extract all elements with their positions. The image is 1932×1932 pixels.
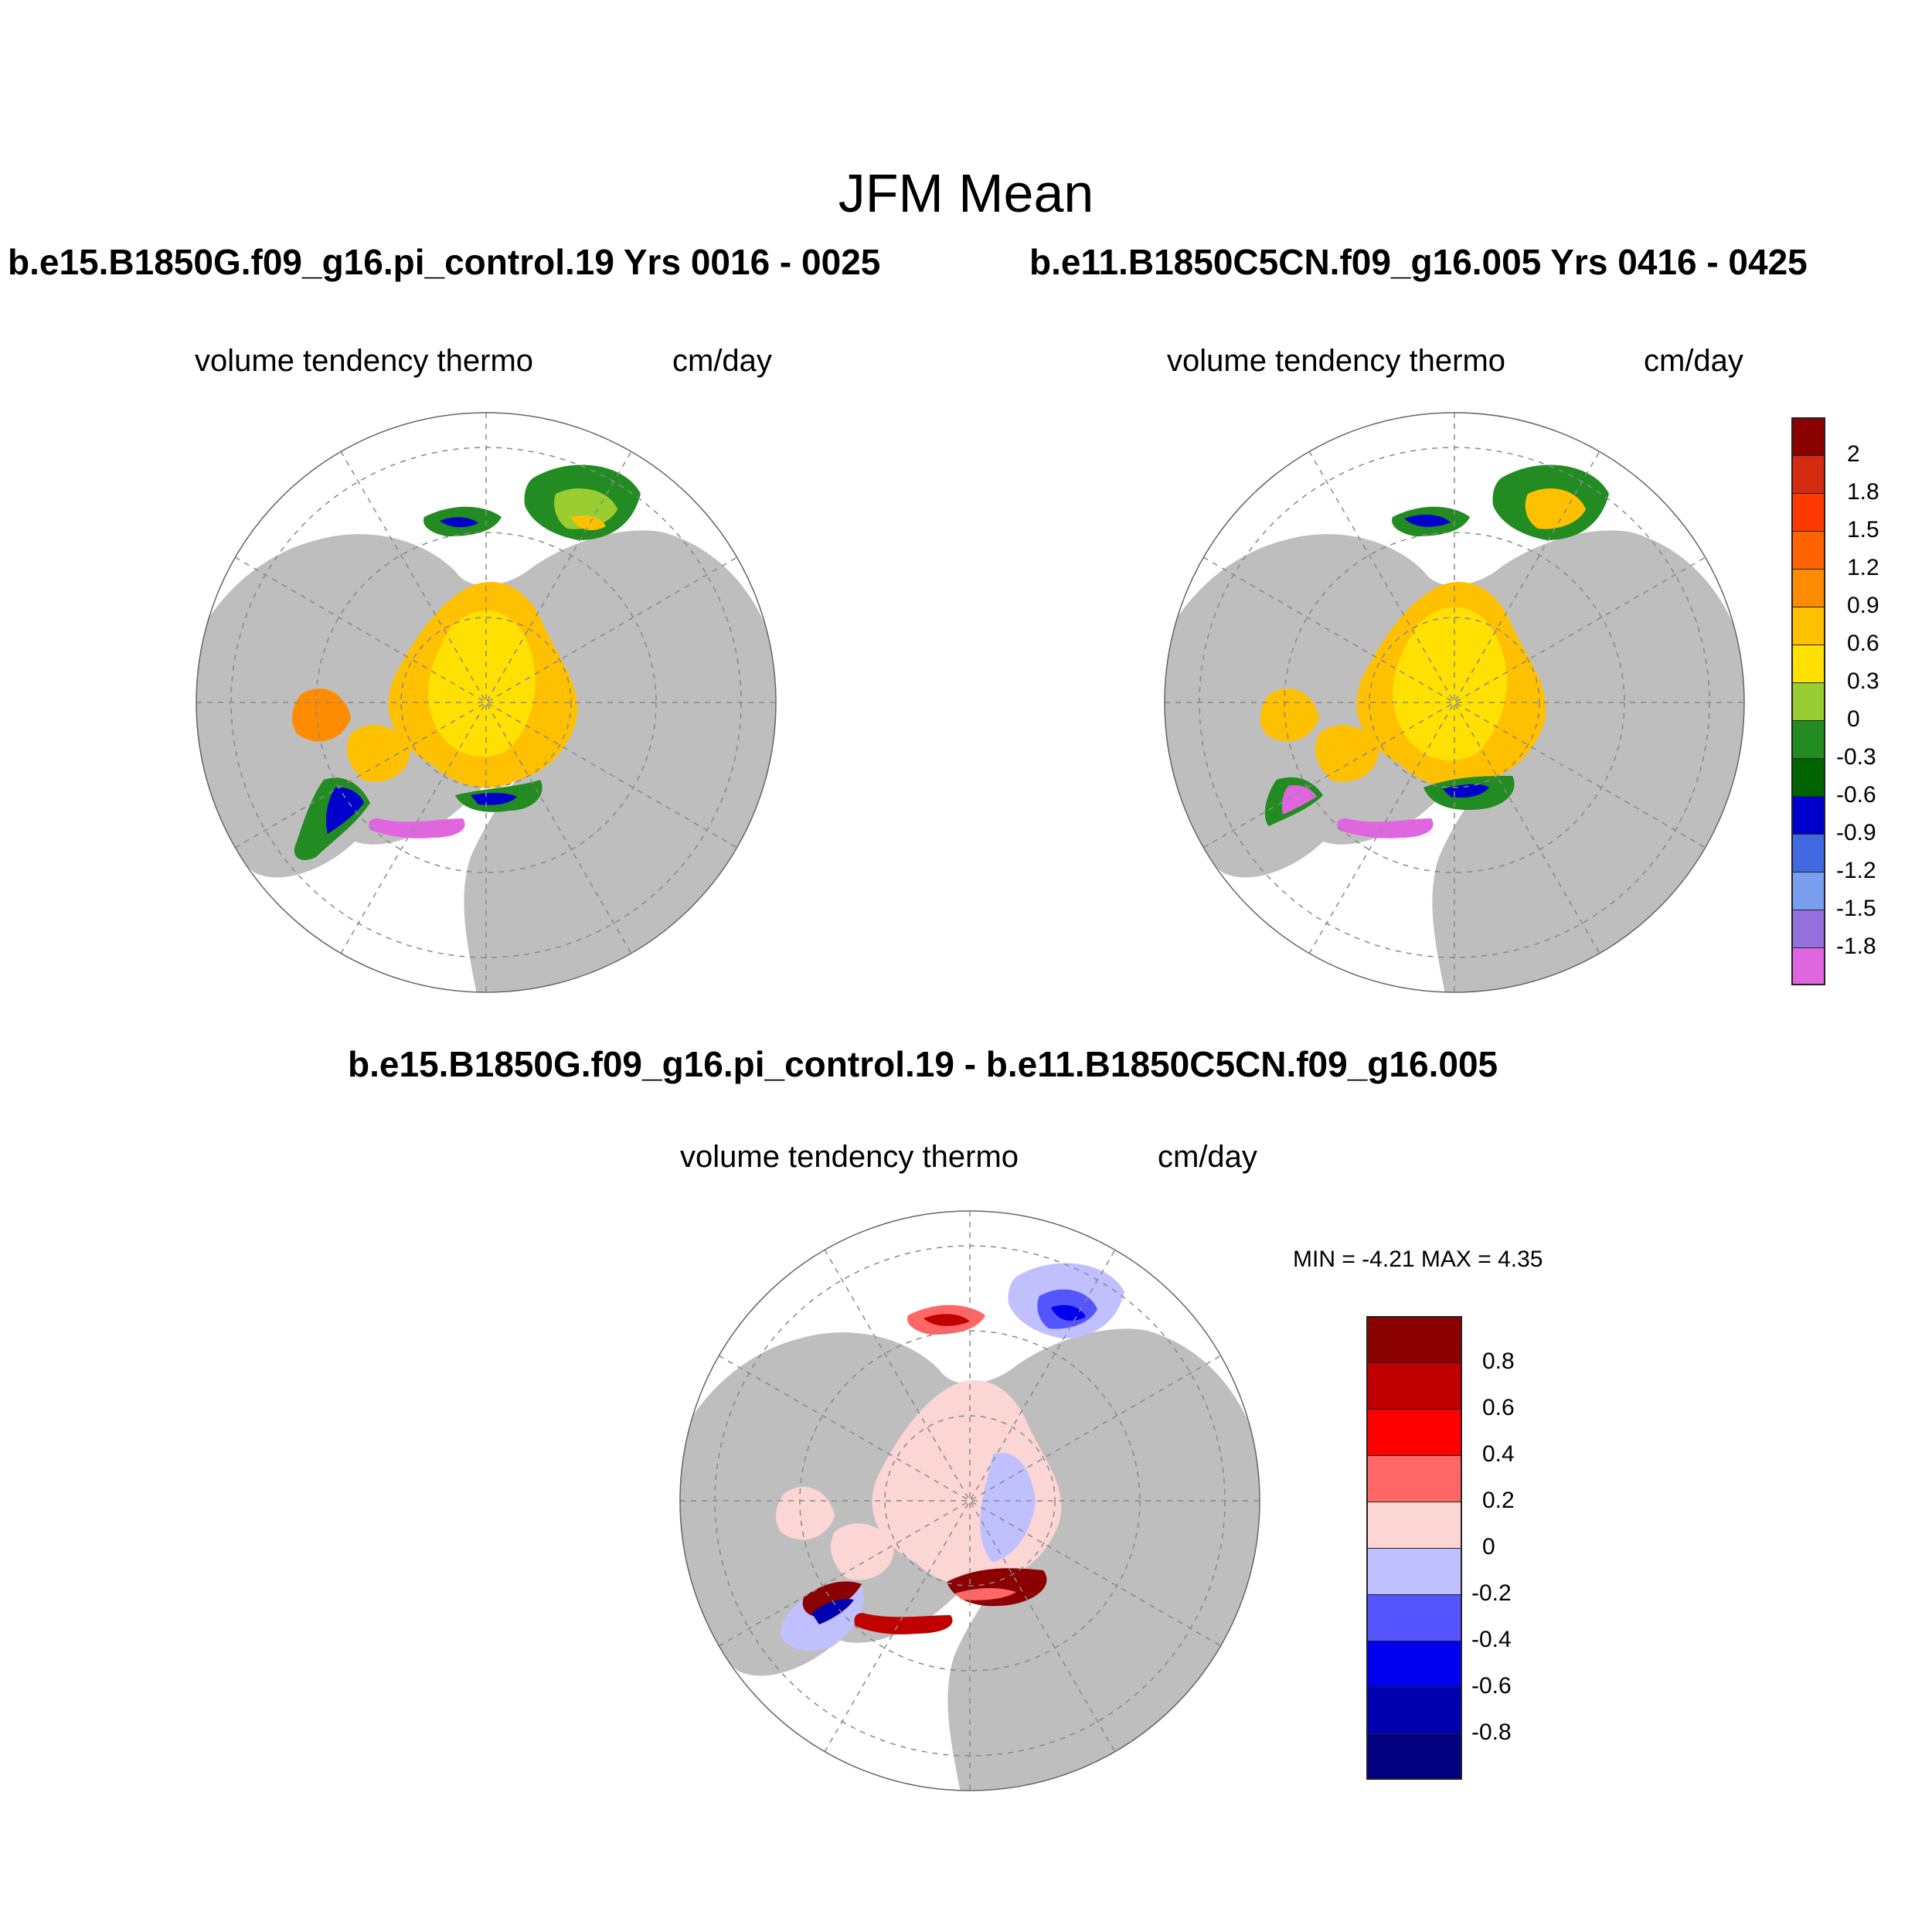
diff-colorbar-tick-label: -0.6 xyxy=(1471,1673,1512,1699)
right-units-label: cm/day xyxy=(1644,344,1743,378)
main-colorbar-swatch xyxy=(1791,796,1825,834)
diff-colorbar-swatch xyxy=(1366,1594,1462,1641)
left-variable-label: volume tendency thermo xyxy=(195,344,534,378)
main-colorbar-swatch xyxy=(1791,720,1825,758)
main-colorbar-tick-label: 0.3 xyxy=(1847,668,1879,694)
main-colorbar-tick-label: 0.6 xyxy=(1847,631,1879,656)
diff-colorbar-tick-label: 0.6 xyxy=(1482,1395,1515,1420)
left-units-label: cm/day xyxy=(672,344,772,378)
diff-colorbar-tick-label: 0 xyxy=(1482,1534,1495,1560)
diff-colorbar-swatch xyxy=(1366,1733,1462,1780)
main-colorbar-tick-label: -1.8 xyxy=(1836,934,1876,959)
diff-panel-title: b.e15.B1850G.f09_g16.pi_control.19 - b.e… xyxy=(348,1044,1498,1084)
diff-colorbar-swatch xyxy=(1366,1641,1462,1687)
figure-title: JFM Mean xyxy=(838,163,1094,223)
main-colorbar-swatch xyxy=(1791,758,1825,796)
main-colorbar-tick-label: 1.5 xyxy=(1847,517,1879,543)
diff-colorbar-swatch xyxy=(1366,1455,1462,1502)
main-colorbar-tick-label: -1.5 xyxy=(1836,896,1876,921)
main-colorbar-tick-label: 2 xyxy=(1847,441,1860,467)
graticule xyxy=(196,413,776,992)
main-colorbar-swatch xyxy=(1791,493,1825,531)
main-colorbar-swatch xyxy=(1791,417,1825,455)
graticule xyxy=(1165,413,1744,992)
main-colorbar-swatch xyxy=(1791,910,1825,947)
main-colorbar-swatch xyxy=(1791,645,1825,682)
diff-colorbar-tick-label: 0.2 xyxy=(1482,1488,1515,1513)
left-polar-map xyxy=(196,412,777,993)
main-colorbar-tick-label: 1.8 xyxy=(1847,479,1879,505)
main-colorbar-swatch xyxy=(1791,872,1825,910)
diff-colorbar-swatch xyxy=(1366,1548,1462,1594)
main-colorbar-tick-label: -1.2 xyxy=(1836,858,1876,883)
diff-colorbar-swatch xyxy=(1366,1316,1462,1362)
main-colorbar-swatch xyxy=(1791,682,1825,720)
difference-colorbar: 0.8 0.6 0.4 0.2 0 -0.2 -0.4 -0.6 -0.8 xyxy=(1366,1316,1515,1780)
main-colorbar-tick-label: 1.2 xyxy=(1847,555,1879,580)
diff-variable-label: volume tendency thermo xyxy=(680,1140,1019,1174)
main-colorbar-tick-label: 0 xyxy=(1847,706,1860,732)
graticule xyxy=(680,1211,1260,1791)
main-colorbar-swatch xyxy=(1791,531,1825,569)
main-colorbar: 2 1.8 1.5 1.2 0.9 0.6 0.3 0 -0.3 -0.6 -0.9 -1.2 -1.5… xyxy=(1791,417,1879,985)
main-colorbar-swatch xyxy=(1791,569,1825,607)
diff-colorbar-swatch xyxy=(1366,1502,1462,1548)
diff-units-label: cm/day xyxy=(1158,1140,1257,1174)
diff-colorbar-tick-label: -0.2 xyxy=(1471,1580,1512,1606)
main-colorbar-swatch xyxy=(1791,834,1825,872)
main-colorbar-tick-label: -0.3 xyxy=(1836,744,1876,770)
diff-colorbar-swatch xyxy=(1366,1362,1462,1409)
main-colorbar-swatch xyxy=(1791,947,1825,985)
diff-colorbar-swatch xyxy=(1366,1687,1462,1733)
main-colorbar-swatch xyxy=(1791,455,1825,493)
main-colorbar-tick-label: 0.9 xyxy=(1847,593,1879,618)
right-variable-label: volume tendency thermo xyxy=(1167,344,1506,378)
left-panel-title: b.e15.B1850G.f09_g16.pi_control.19 Yrs 0… xyxy=(8,242,881,282)
diff-colorbar-tick-label: 0.4 xyxy=(1482,1441,1515,1467)
right-polar-map xyxy=(1164,412,1745,993)
diff-colorbar-tick-label: -0.8 xyxy=(1471,1719,1512,1745)
right-panel-title: b.e11.B1850C5CN.f09_g16.005 Yrs 0416 - 0… xyxy=(1029,242,1808,282)
diff-colorbar-tick-label: 0.8 xyxy=(1482,1349,1515,1374)
diff-colorbar-tick-label: -0.4 xyxy=(1471,1627,1512,1652)
main-colorbar-tick-label: -0.9 xyxy=(1836,820,1876,845)
main-colorbar-swatch xyxy=(1791,607,1825,645)
diff-min-max: MIN = -4.21 MAX = 4.35 xyxy=(1293,1247,1543,1272)
main-colorbar-tick-label: -0.6 xyxy=(1836,782,1876,808)
difference-polar-map xyxy=(679,1210,1260,1791)
diff-colorbar-swatch xyxy=(1366,1409,1462,1455)
